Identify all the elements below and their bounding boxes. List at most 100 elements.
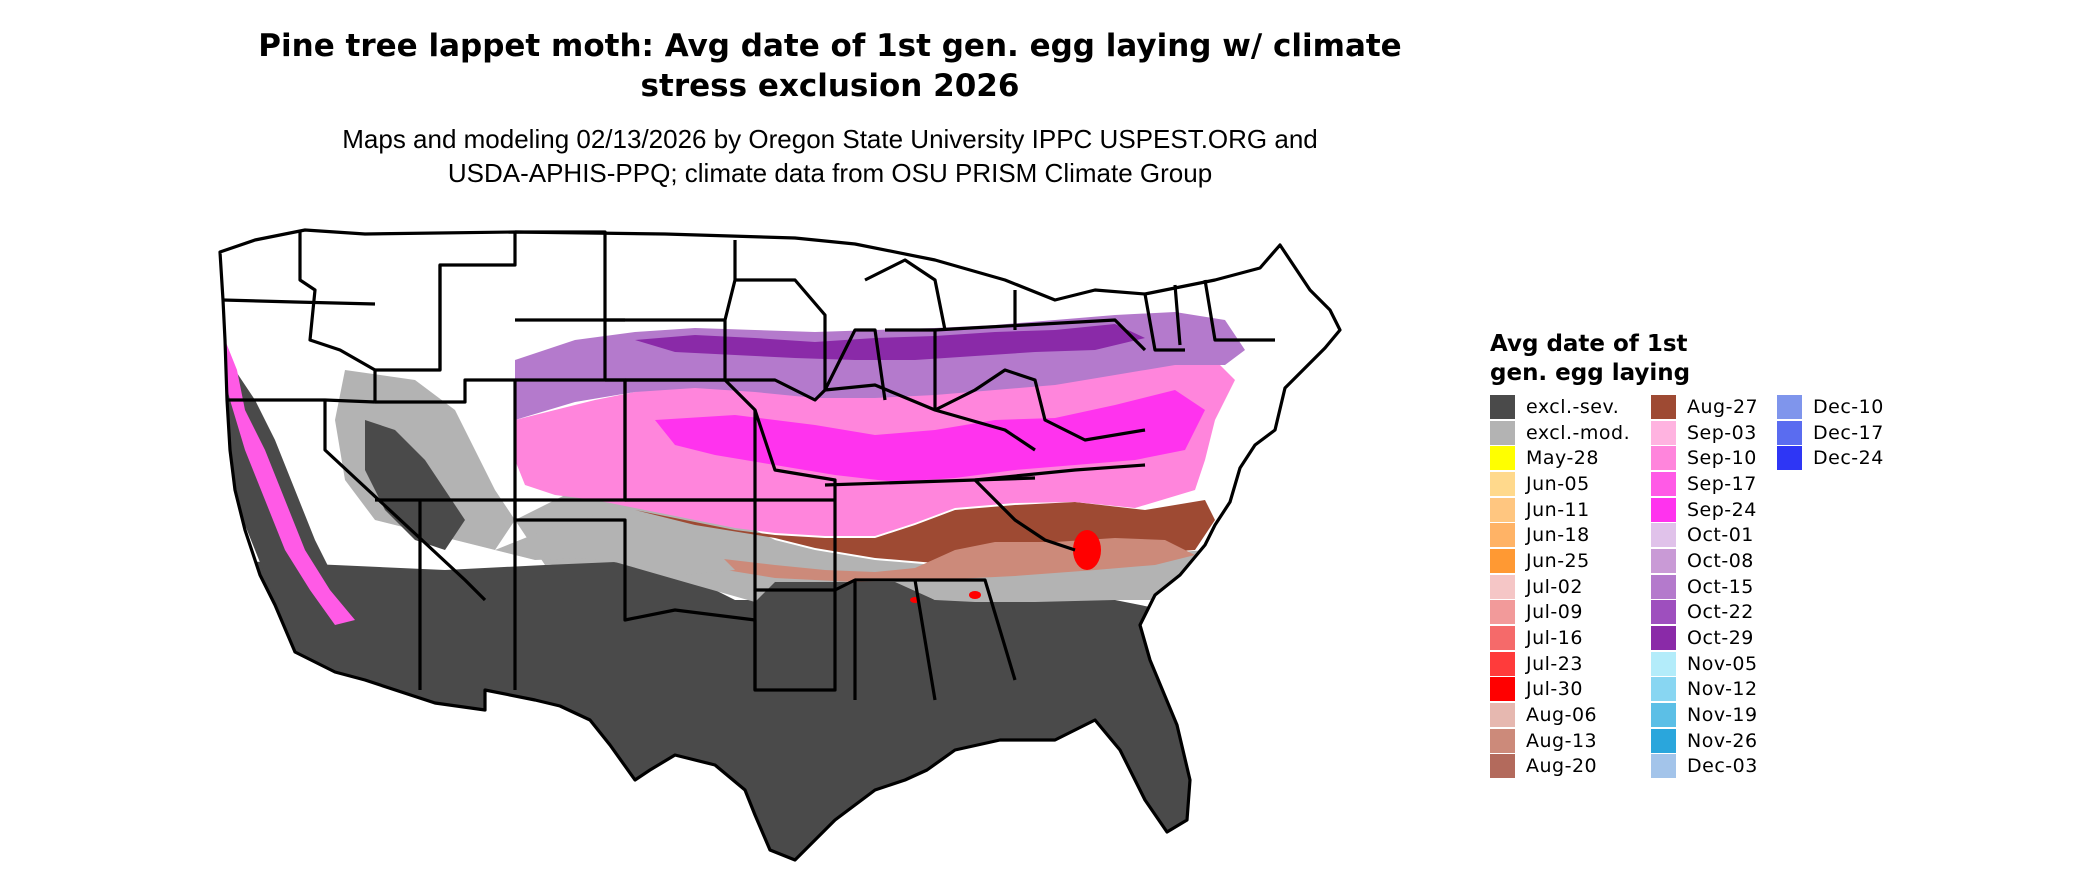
legend-column-3: Dec-10 Dec-17 Dec-24 bbox=[1777, 394, 1884, 471]
legend-item: Dec-17 bbox=[1777, 420, 1884, 446]
legend-item: Oct-29 bbox=[1651, 625, 1758, 651]
legend-item: Jul-23 bbox=[1490, 651, 1630, 677]
legend-swatch bbox=[1490, 677, 1515, 702]
map-subtitle-line-2: USDA-APHIS-PPQ; climate data from OSU PR… bbox=[447, 158, 1213, 188]
legend-label: Nov-26 bbox=[1687, 729, 1758, 752]
legend-label: Oct-22 bbox=[1687, 601, 1754, 624]
legend-label: Nov-12 bbox=[1687, 678, 1758, 701]
legend-swatch bbox=[1490, 600, 1515, 625]
legend-item: excl.-mod. bbox=[1490, 420, 1630, 446]
legend-label: Jun-25 bbox=[1526, 549, 1590, 572]
legend-item: Jul-09 bbox=[1490, 600, 1630, 626]
border-nevada bbox=[323, 400, 487, 602]
legend-swatch bbox=[1490, 394, 1515, 419]
legend-label: Sep-03 bbox=[1687, 421, 1757, 444]
border-wi-il bbox=[725, 278, 827, 402]
legend-item: Nov-19 bbox=[1651, 702, 1758, 728]
legend-swatch bbox=[1651, 626, 1676, 651]
dark-purple-patches bbox=[635, 324, 1145, 360]
legend-title-line-2: gen. egg laying bbox=[1490, 360, 1691, 386]
legend-item: May-28 bbox=[1490, 445, 1630, 471]
legend-swatch bbox=[1777, 446, 1802, 471]
legend-item: Aug-06 bbox=[1490, 702, 1630, 728]
border-mi bbox=[864, 258, 947, 331]
legend-item: Oct-08 bbox=[1651, 548, 1758, 574]
legend-item: Nov-12 bbox=[1651, 677, 1758, 703]
legend-item: Nov-26 bbox=[1651, 728, 1758, 754]
light-brown-patches bbox=[655, 538, 1195, 582]
legend-item: Sep-24 bbox=[1651, 497, 1758, 523]
us-map bbox=[218, 228, 1342, 862]
legend-label: Oct-15 bbox=[1687, 575, 1754, 598]
legend-item: Aug-27 bbox=[1651, 394, 1758, 420]
legend-item: Dec-24 bbox=[1777, 445, 1884, 471]
red-patch-georgia bbox=[969, 591, 981, 599]
west-coast-pink bbox=[220, 320, 355, 625]
border-utah bbox=[375, 378, 517, 502]
border-pa-ny bbox=[934, 290, 1147, 352]
legend-swatch bbox=[1490, 523, 1515, 548]
legend-swatch bbox=[1490, 754, 1515, 779]
map-title-line-2: stress exclusion 2026 bbox=[640, 68, 1020, 104]
legend-swatch bbox=[1651, 523, 1676, 548]
legend-label: Dec-17 bbox=[1813, 421, 1884, 444]
legend-label: Jul-30 bbox=[1526, 678, 1583, 701]
legend-item: Jul-02 bbox=[1490, 574, 1630, 600]
red-patch-california bbox=[269, 643, 281, 653]
legend-swatch bbox=[1651, 548, 1676, 573]
map-title: Pine tree lappet moth: Avg date of 1st g… bbox=[230, 26, 1430, 106]
legend-swatch bbox=[1490, 651, 1515, 676]
legend-swatch bbox=[1490, 420, 1515, 445]
legend-swatch bbox=[1490, 728, 1515, 753]
legend-label: Jun-18 bbox=[1526, 524, 1590, 547]
legend-item: Dec-10 bbox=[1777, 394, 1884, 420]
legend-swatch bbox=[1777, 420, 1802, 445]
legend-swatch bbox=[1651, 728, 1676, 753]
map-fill bbox=[220, 230, 1340, 860]
legend-item: Dec-03 bbox=[1651, 754, 1758, 780]
legend-label: Oct-08 bbox=[1687, 549, 1754, 572]
legend-label: Dec-10 bbox=[1813, 395, 1884, 418]
legend-label: May-28 bbox=[1526, 447, 1599, 470]
legend-swatch bbox=[1777, 394, 1802, 419]
legend-swatch bbox=[1651, 754, 1676, 779]
legend-item: Jul-16 bbox=[1490, 625, 1630, 651]
legend-label: Oct-29 bbox=[1687, 627, 1754, 650]
legend-swatch bbox=[1651, 394, 1676, 419]
legend-item: Aug-20 bbox=[1490, 754, 1630, 780]
legend-item: excl.-sev. bbox=[1490, 394, 1630, 420]
legend-swatch bbox=[1490, 446, 1515, 471]
legend-item: Jun-11 bbox=[1490, 497, 1630, 523]
map-title-line-1: Pine tree lappet moth: Avg date of 1st g… bbox=[258, 28, 1402, 64]
legend-label: Oct-01 bbox=[1687, 524, 1754, 547]
legend-item: Oct-01 bbox=[1651, 522, 1758, 548]
legend-item: Jun-05 bbox=[1490, 471, 1630, 497]
west-interior-dark bbox=[365, 420, 465, 550]
legend-label: Aug-06 bbox=[1526, 704, 1598, 727]
legend-swatch bbox=[1490, 574, 1515, 599]
border-mo-ar bbox=[753, 409, 837, 592]
border-al-ga bbox=[855, 578, 1017, 701]
legend-column-1: excl.-sev. excl.-mod. May-28 Jun-05 Jun-11 Ju… bbox=[1490, 394, 1630, 779]
legend-label: Jul-09 bbox=[1526, 601, 1583, 624]
legend-label: excl.-sev. bbox=[1526, 395, 1620, 418]
legend-column-2: Aug-27 Sep-03 Sep-10 Sep-17 Sep-24 Oct-01 Oct-… bbox=[1651, 394, 1758, 779]
legend-label: Aug-13 bbox=[1526, 729, 1598, 752]
legend-label: excl.-mod. bbox=[1526, 421, 1631, 444]
legend-label: Sep-10 bbox=[1687, 447, 1757, 470]
legend-label: Nov-19 bbox=[1687, 704, 1758, 727]
border-new-england bbox=[1143, 279, 1275, 352]
legend-label: Jun-11 bbox=[1526, 498, 1590, 521]
legend-swatch bbox=[1651, 574, 1676, 599]
legend-item: Oct-15 bbox=[1651, 574, 1758, 600]
border-wv-va bbox=[934, 368, 1146, 442]
map-subtitle: Maps and modeling 02/13/2026 by Oregon S… bbox=[230, 122, 1430, 190]
legend-label: Jul-16 bbox=[1526, 627, 1583, 650]
legend-swatch bbox=[1490, 471, 1515, 496]
legend-title-line-1: Avg date of 1st bbox=[1490, 331, 1688, 357]
legend-label: Dec-24 bbox=[1813, 447, 1884, 470]
legend-item: Nov-05 bbox=[1651, 651, 1758, 677]
legend-swatch bbox=[1490, 497, 1515, 522]
legend-label: Dec-03 bbox=[1687, 755, 1758, 778]
legend-item: Jun-25 bbox=[1490, 548, 1630, 574]
